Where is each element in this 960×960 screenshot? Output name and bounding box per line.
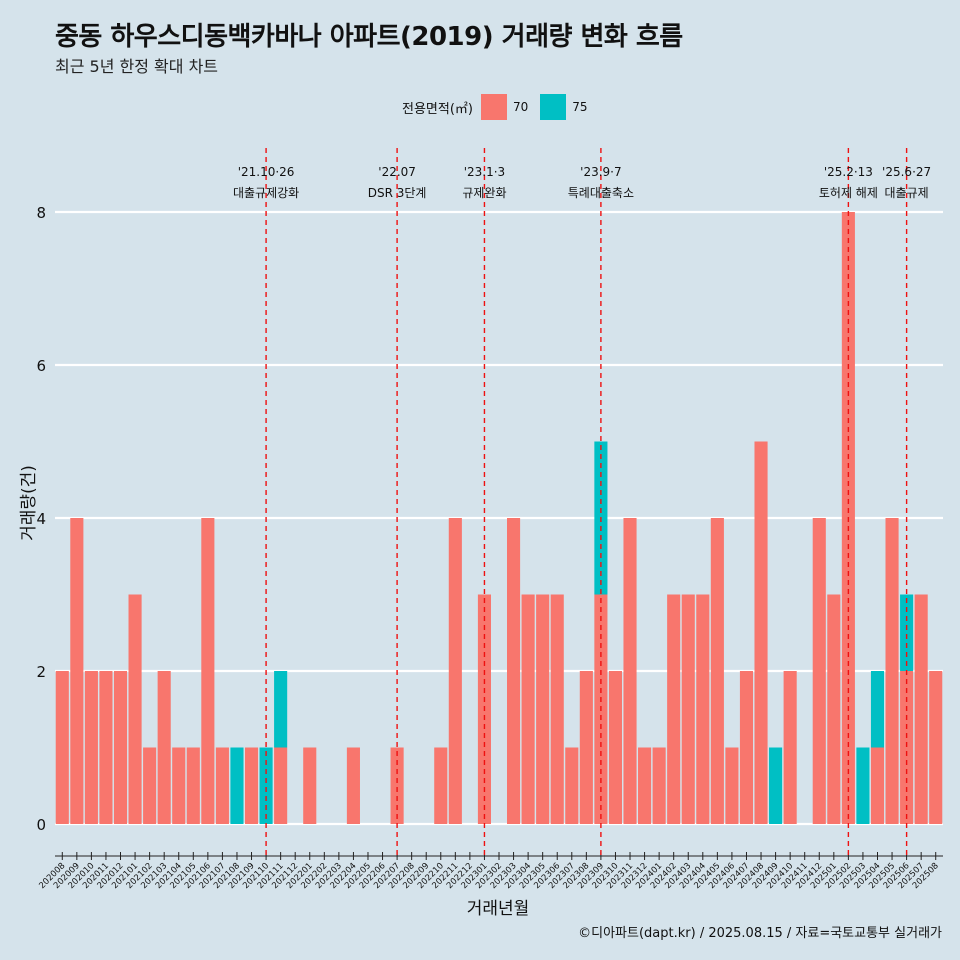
bar-202404-series-70 bbox=[696, 594, 710, 824]
bar-202306-series-70 bbox=[550, 594, 564, 824]
bar-202308-series-70 bbox=[579, 671, 593, 824]
bar-202010-series-70 bbox=[84, 671, 98, 824]
bar-202508-series-70 bbox=[929, 671, 943, 824]
bar-202402-series-70 bbox=[667, 594, 681, 824]
y-tick-label: 0 bbox=[36, 816, 46, 834]
bar-202304-series-70 bbox=[521, 594, 535, 824]
annotation-label: 규제완화 bbox=[462, 186, 506, 200]
bar-202307-series-70 bbox=[565, 747, 579, 824]
annotation-date: '25.6·27 bbox=[882, 165, 931, 179]
bar-202305-series-70 bbox=[536, 594, 550, 824]
bar-202505-series-70 bbox=[885, 518, 899, 824]
chart-subtitle: 최근 5년 한정 확대 차트 bbox=[55, 57, 219, 76]
bar-202110-series-75 bbox=[259, 747, 273, 824]
bar-202403-series-70 bbox=[681, 594, 695, 824]
legend-label-75: 75 bbox=[572, 100, 588, 114]
bar-202108-series-75 bbox=[230, 747, 244, 824]
annotation-label: 특례대출축소 bbox=[568, 186, 634, 200]
bar-202107-series-70 bbox=[215, 747, 229, 824]
bar-202312-series-70 bbox=[638, 747, 652, 824]
bar-202310-series-70 bbox=[608, 671, 623, 824]
bar-202011-series-70 bbox=[99, 671, 113, 824]
source-caption: ©디아파트(dapt.kr) / 2025.08.15 / 자료=국토교통부 실… bbox=[578, 926, 942, 941]
bar-202104-series-70 bbox=[172, 747, 186, 824]
y-tick-label: 4 bbox=[36, 510, 46, 528]
bar-202101-series-70 bbox=[128, 594, 142, 824]
bar-202211-series-70 bbox=[448, 518, 462, 824]
bar-202408-series-70 bbox=[754, 441, 768, 824]
bar-202412-series-70 bbox=[812, 518, 826, 824]
bar-202409-series-75 bbox=[769, 747, 783, 824]
bar-202111-series-75 bbox=[274, 671, 288, 748]
bar-202504-series-75 bbox=[870, 671, 885, 748]
legend-title: 전용면적(㎡) bbox=[402, 101, 473, 117]
y-axis-title: 거래량(건) bbox=[19, 465, 39, 541]
legend-label-70: 70 bbox=[512, 100, 529, 114]
annotation-date: '22.07 bbox=[378, 165, 416, 179]
legend-swatch-70 bbox=[480, 94, 507, 120]
annotation-label: DSR 3단계 bbox=[368, 186, 427, 200]
annotation-date: '25.2·13 bbox=[824, 165, 873, 179]
bar-202504-series-70 bbox=[870, 747, 885, 824]
bar-202503-series-75 bbox=[856, 747, 870, 824]
bar-202008-series-70 bbox=[55, 671, 69, 824]
bar-202201-series-70 bbox=[303, 747, 317, 824]
bar-202105-series-70 bbox=[186, 747, 200, 824]
bar-202103-series-70 bbox=[157, 671, 171, 824]
annotation-date: '21.10·26 bbox=[238, 165, 295, 179]
bar-202406-series-70 bbox=[725, 747, 739, 824]
y-tick-label: 6 bbox=[36, 357, 46, 375]
annotation-label: 토허제 해제 bbox=[819, 186, 878, 200]
chart-title: 중동 하우스디동백카바나 아파트(2019) 거래량 변화 흐름 bbox=[55, 22, 683, 52]
bar-202009-series-70 bbox=[70, 518, 84, 824]
bar-202401-series-70 bbox=[652, 747, 666, 824]
bar-202506-series-70 bbox=[900, 671, 914, 824]
bar-202410-series-70 bbox=[783, 671, 797, 824]
bar-202109-series-70 bbox=[244, 747, 259, 824]
bar-202311-series-70 bbox=[623, 518, 637, 824]
annotation-label: 대출규제 bbox=[885, 186, 929, 200]
bar-202102-series-70 bbox=[143, 747, 157, 824]
bar-202507-series-70 bbox=[914, 594, 928, 824]
bar-202506-series-75 bbox=[900, 594, 914, 671]
bar-202106-series-70 bbox=[201, 518, 215, 824]
legend-swatch-75 bbox=[540, 94, 567, 120]
x-axis-title: 거래년월 bbox=[467, 899, 530, 919]
y-tick-label: 2 bbox=[36, 663, 46, 681]
bar-202210-series-70 bbox=[434, 747, 448, 824]
annotation-date: '23.1·3 bbox=[464, 165, 505, 179]
annotation-date: '23.9·7 bbox=[580, 165, 621, 179]
y-tick-label: 8 bbox=[36, 204, 46, 222]
bar-202111-series-70 bbox=[274, 747, 288, 824]
bar-202204-series-70 bbox=[346, 747, 360, 824]
legend: 전용면적(㎡) 70 75 bbox=[402, 93, 600, 121]
bar-202303-series-70 bbox=[507, 518, 521, 824]
bar-202012-series-70 bbox=[113, 671, 128, 824]
annotation-label: 대출규제강화 bbox=[233, 186, 299, 200]
bar-202501-series-70 bbox=[827, 594, 841, 824]
bar-202407-series-70 bbox=[739, 671, 754, 824]
bar-202405-series-70 bbox=[710, 518, 724, 824]
bar-202207-series-70 bbox=[390, 747, 404, 824]
